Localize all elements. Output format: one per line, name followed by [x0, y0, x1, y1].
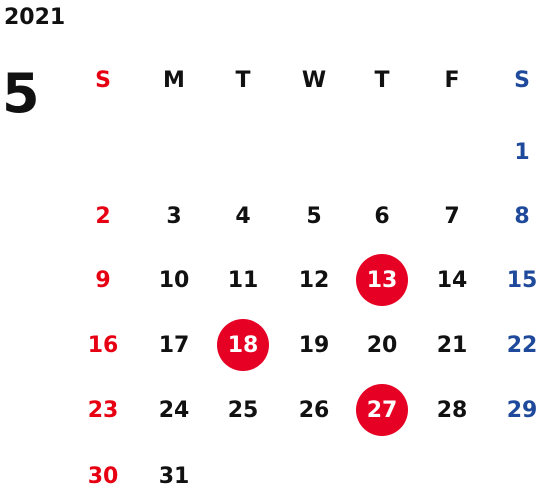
day-cell: 11 — [227, 267, 259, 293]
day-cell: 20 — [366, 332, 398, 358]
weekday-header-fri: F — [444, 68, 460, 93]
day-cell: 14 — [436, 267, 468, 293]
day-cell: 30 — [87, 463, 119, 489]
day-cell: 7 — [444, 203, 460, 229]
day-cell: 26 — [298, 397, 330, 423]
month-number: 5 — [2, 62, 40, 125]
day-cell: 5 — [306, 203, 322, 229]
weekday-header-thu: T — [374, 68, 390, 93]
weekday-header-sun: S — [95, 68, 111, 93]
highlighted-day-cell: 18 — [217, 319, 269, 371]
weekday-header-wed: W — [301, 68, 327, 93]
day-cell: 12 — [298, 267, 330, 293]
day-cell: 25 — [227, 397, 259, 423]
weekday-header-tue: T — [235, 68, 251, 93]
highlighted-day-cell: 13 — [356, 254, 408, 306]
year-label: 2021 — [4, 5, 66, 30]
day-cell: 15 — [506, 267, 538, 293]
day-cell: 28 — [436, 397, 468, 423]
day-cell: 22 — [506, 332, 538, 358]
day-cell: 10 — [158, 267, 190, 293]
weekday-header-mon: M — [163, 68, 185, 93]
day-cell: 16 — [87, 332, 119, 358]
day-cell: 9 — [95, 267, 111, 293]
day-cell: 19 — [298, 332, 330, 358]
day-cell: 21 — [436, 332, 468, 358]
day-cell: 24 — [158, 397, 190, 423]
day-cell: 8 — [514, 203, 530, 229]
day-cell: 3 — [166, 203, 182, 229]
day-cell: 31 — [158, 463, 190, 489]
day-cell: 23 — [87, 397, 119, 423]
day-cell: 6 — [374, 203, 390, 229]
day-cell: 1 — [514, 139, 530, 165]
day-cell: 2 — [95, 203, 111, 229]
weekday-header-sat: S — [514, 68, 530, 93]
highlighted-day-cell: 27 — [356, 384, 408, 436]
day-cell: 4 — [235, 203, 251, 229]
day-cell: 29 — [506, 397, 538, 423]
day-cell: 17 — [158, 332, 190, 358]
